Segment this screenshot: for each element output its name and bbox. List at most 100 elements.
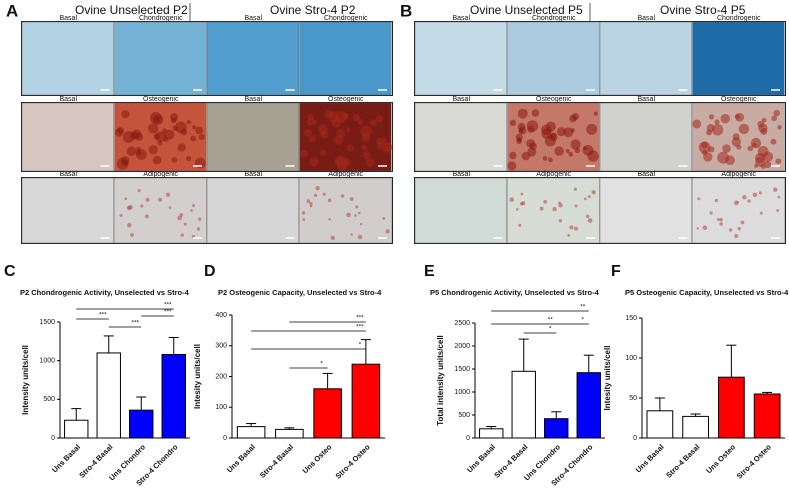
condition-label: Osteogenic [721, 96, 757, 103]
stain-spot [702, 225, 708, 231]
panel-letter: B [400, 1, 412, 20]
condition-label: Basal [637, 15, 655, 22]
stain-spot [520, 192, 524, 196]
stain-spot [527, 147, 537, 157]
stain-spot [762, 151, 774, 162]
stain-spot [521, 201, 526, 206]
x-tick-label: Uns Basal [225, 442, 257, 474]
micrograph [21, 21, 114, 96]
micrograph [599, 102, 692, 172]
condition-label: Basal [637, 171, 655, 178]
chart-letter: D [204, 263, 216, 280]
significance-label: *** [99, 312, 107, 319]
stain-spot [124, 197, 128, 201]
y-tick-label: 2500 [454, 320, 470, 327]
chart-title: P2 Osteogenic Capacity, Unselected vs St… [218, 288, 382, 297]
stain-spot [164, 129, 175, 140]
condition-label: Adipogenic [143, 171, 178, 178]
y-tick-label: 150 [625, 315, 637, 322]
stain-spot [302, 218, 306, 221]
x-tick-label: Uns Basal [465, 442, 497, 474]
chart-letter: F [611, 263, 621, 280]
stain-spot [320, 131, 325, 137]
condition-label: Chondrogenic [532, 15, 576, 22]
stain-spot [191, 234, 196, 239]
stain-spot [526, 120, 539, 132]
stain-spot [585, 214, 590, 219]
stain-spot [148, 123, 159, 134]
stain-spot [331, 118, 341, 128]
bar [479, 428, 504, 439]
stain-spot [186, 155, 192, 162]
stain-spot [327, 198, 332, 203]
stain-spot [752, 142, 757, 148]
significance-label: *** [356, 315, 364, 322]
stain-spot [152, 114, 164, 125]
stain-spot [509, 119, 517, 127]
x-tick-label: Uns Osteo [704, 442, 737, 475]
y-tick-label: 500 [43, 396, 55, 403]
micrograph [414, 177, 507, 244]
chart-title: P5 Chondrogenic Activity, Unselected vs … [430, 288, 600, 297]
y-tick-label: 1500 [39, 319, 55, 326]
stain-spot [771, 115, 778, 122]
stain-spot [180, 233, 184, 237]
stain-spot [333, 135, 344, 145]
x-tick-label: Stro-4 Basal [664, 442, 701, 479]
micrograph [507, 21, 600, 96]
stain-spot [763, 160, 772, 169]
stain-spot [509, 197, 515, 202]
y-axis-label: Intesity units/cell [193, 344, 202, 409]
stain-spot [340, 194, 345, 198]
stain-spot [734, 234, 739, 239]
stain-spot [315, 185, 320, 191]
stain-spot [582, 146, 587, 151]
stain-spot [328, 218, 331, 221]
y-axis-label: Intesity units/cell [603, 346, 612, 411]
y-tick-label: 0 [633, 435, 637, 442]
stain-spot [543, 199, 548, 204]
stain-spot [570, 139, 581, 150]
stain-spot [301, 211, 306, 215]
stain-spot [740, 220, 745, 225]
y-tick-label: 1000 [39, 358, 55, 365]
condition-label: Basal [452, 96, 470, 103]
stain-spot [195, 126, 203, 135]
stain-spot [192, 125, 197, 130]
stain-spot [152, 155, 162, 165]
bar [682, 415, 709, 439]
stain-spot [131, 129, 142, 139]
stain-spot [593, 111, 598, 116]
stain-spot [314, 193, 318, 198]
stain-spot [759, 211, 763, 215]
stain-spot [509, 151, 517, 160]
stain-spot [773, 187, 778, 192]
stain-spot [515, 208, 519, 211]
stain-spot [385, 229, 390, 234]
stain-spot [720, 113, 730, 124]
stain-spot [567, 233, 571, 237]
stain-spot [361, 133, 371, 142]
stain-spot [183, 222, 187, 226]
stain-spot [309, 156, 319, 167]
stain-spot [539, 206, 544, 211]
row-frame [414, 177, 786, 244]
stain-spot [349, 197, 354, 201]
bar [129, 409, 154, 439]
condition-label: Osteogenic [328, 96, 364, 103]
significance-label: *** [164, 309, 172, 316]
chart-letter: E [424, 263, 435, 280]
stain-spot [554, 146, 564, 156]
stain-spot [375, 115, 384, 123]
stain-spot [137, 188, 141, 193]
y-tick-label: 200 [215, 373, 227, 380]
stain-spot [177, 143, 186, 152]
stain-spot [168, 206, 172, 209]
condition-label: Basal [59, 96, 77, 103]
y-tick-label: 0 [51, 435, 55, 442]
stain-spot [357, 119, 364, 125]
stain-spot [709, 211, 713, 215]
condition-label: Basal [452, 171, 470, 178]
stain-spot [165, 192, 171, 197]
stain-spot [192, 204, 196, 208]
